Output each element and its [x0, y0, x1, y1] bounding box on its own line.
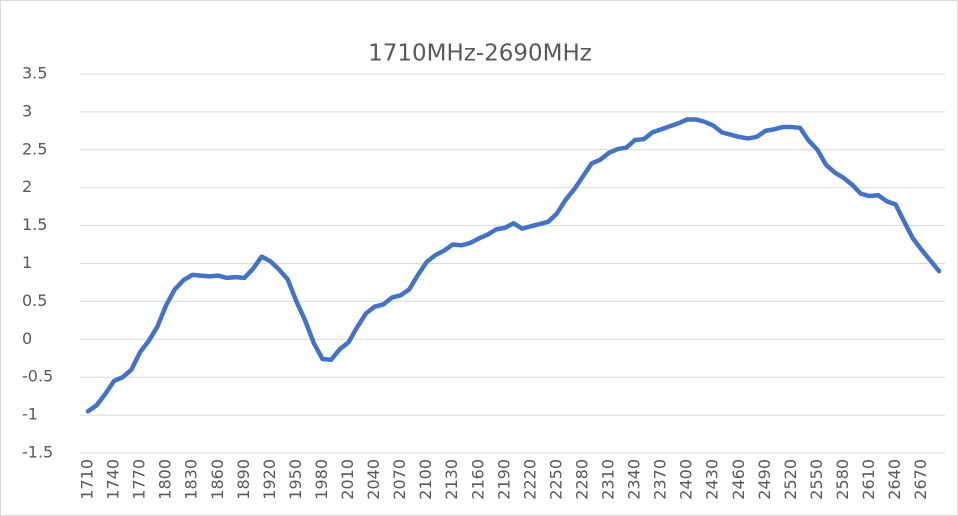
x-tick-label: 2490 [755, 459, 774, 500]
x-tick-label: 1920 [260, 459, 279, 500]
x-tick-label: 1890 [234, 459, 253, 500]
x-tick-label: 1710 [78, 459, 97, 500]
x-tick-label: 2400 [677, 459, 696, 500]
x-tick-label: 2220 [520, 459, 539, 500]
x-tick-label: 2340 [625, 459, 644, 500]
x-tick-label: 2040 [364, 459, 383, 500]
x-tick-label: 2640 [885, 459, 904, 500]
x-tick-label: 2160 [468, 459, 487, 500]
y-tick-label: 2.5 [22, 139, 47, 158]
y-tick-label: 0.5 [22, 291, 47, 310]
y-tick-label: 2 [22, 177, 32, 196]
x-tick-label: 2070 [390, 459, 409, 500]
x-tick-label: 2130 [442, 459, 461, 500]
x-tick-label: 2280 [572, 459, 591, 500]
x-tick-label: 2010 [338, 459, 357, 500]
x-tick-label: 2250 [546, 459, 565, 500]
x-tick-label: 1950 [286, 459, 305, 500]
y-tick-label: 0 [22, 329, 32, 348]
y-tick-label: -1.5 [22, 443, 53, 462]
x-tick-label: 1980 [312, 459, 331, 500]
y-tick-label: 3 [22, 101, 32, 120]
x-tick-label: 2610 [859, 459, 878, 500]
x-tick-label: 1860 [208, 459, 227, 500]
x-tick-label: 2190 [494, 459, 513, 500]
x-tick-label: 2520 [781, 459, 800, 500]
x-tick-label: 2430 [703, 459, 722, 500]
y-tick-label: 1 [22, 253, 32, 272]
y-tick-label: 3.5 [22, 64, 47, 83]
x-tick-label: 1830 [182, 459, 201, 500]
x-tick-label: 1740 [104, 459, 123, 500]
x-tick-label: 1800 [156, 459, 175, 500]
x-tick-label: 2550 [807, 459, 826, 500]
y-tick-label: -1 [22, 405, 38, 424]
x-tick-label: 2100 [416, 459, 435, 500]
x-tick-label: 1770 [130, 459, 149, 500]
x-tick-label: 2670 [911, 459, 930, 500]
x-tick-label: 2310 [599, 459, 618, 500]
y-tick-label: 1.5 [22, 215, 47, 234]
data-line [85, 117, 942, 414]
x-tick-label: 2580 [833, 459, 852, 500]
x-tick-label: 2460 [729, 459, 748, 500]
chart-title: 1710MHz-2690MHz [368, 41, 592, 67]
y-tick-label: -0.5 [22, 367, 53, 386]
x-tick-label: 2370 [651, 459, 670, 500]
